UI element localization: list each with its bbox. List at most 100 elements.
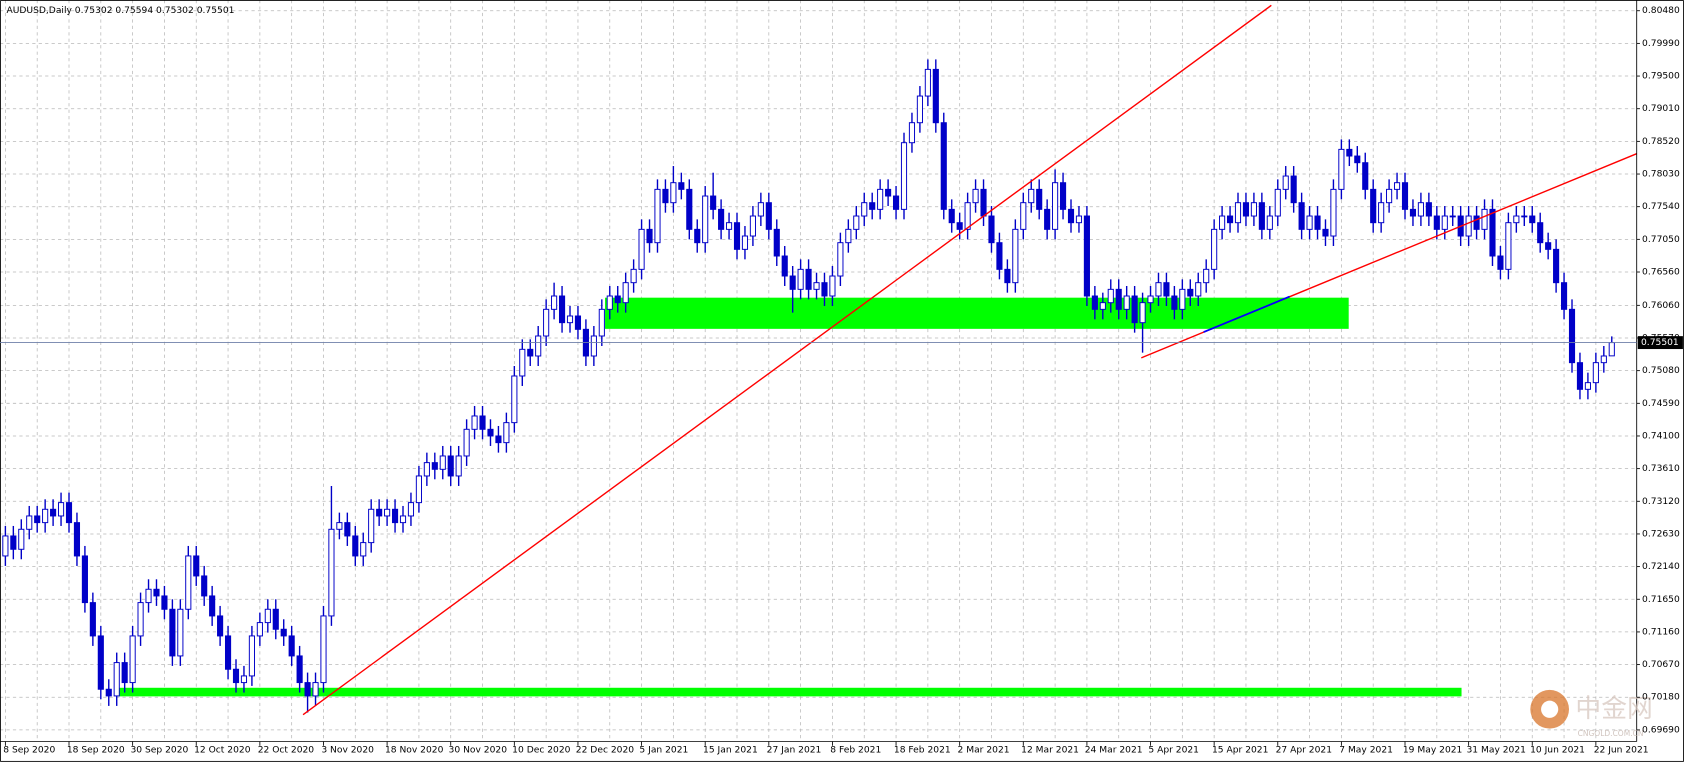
x-tick-label: 2 Mar 2021 bbox=[958, 746, 1010, 756]
candle-body bbox=[1234, 202, 1242, 224]
candle-body bbox=[447, 455, 454, 477]
x-tick-label: 30 Nov 2020 bbox=[449, 746, 508, 756]
trend-line bbox=[302, 4, 1272, 716]
candle-body bbox=[1059, 182, 1067, 210]
candle-body bbox=[781, 255, 788, 277]
candle-body bbox=[900, 142, 908, 210]
candle-body bbox=[749, 215, 756, 237]
candle-body bbox=[439, 455, 446, 470]
watermark: 中金网 CNGOLD.COM.CN bbox=[1530, 689, 1653, 738]
grid bbox=[0, 0, 1637, 742]
candle-body bbox=[1155, 282, 1162, 297]
candle-body bbox=[1441, 215, 1448, 230]
candle-body bbox=[1338, 148, 1345, 190]
x-tick-label: 24 Mar 2021 bbox=[1085, 746, 1143, 756]
candle-body bbox=[654, 188, 661, 244]
candle-body bbox=[1274, 188, 1281, 217]
candle-body bbox=[1521, 215, 1528, 218]
candle-body bbox=[646, 228, 653, 244]
candle-body bbox=[137, 602, 144, 637]
y-tick-label: 0.71160 bbox=[1642, 627, 1680, 637]
candle-body bbox=[1314, 215, 1321, 230]
y-tick-label: 0.78520 bbox=[1642, 137, 1680, 147]
candle-body bbox=[574, 315, 582, 330]
candle-body bbox=[956, 222, 963, 230]
x-tick-label: 19 May 2021 bbox=[1403, 746, 1463, 756]
candle-body bbox=[551, 295, 558, 310]
x-tick-label: 5 Apr 2021 bbox=[1148, 746, 1199, 756]
candle-body bbox=[121, 662, 128, 684]
candle-body bbox=[177, 608, 184, 657]
candle-body bbox=[829, 275, 836, 297]
candle-body bbox=[1608, 342, 1615, 357]
y-tick-label: 0.73120 bbox=[1642, 497, 1680, 507]
candle-body bbox=[1083, 215, 1090, 297]
candle-body bbox=[710, 195, 717, 210]
candle-body bbox=[1354, 155, 1361, 164]
support-line bbox=[118, 687, 1462, 697]
candle-body bbox=[10, 535, 17, 550]
candle-body bbox=[57, 502, 65, 517]
candle-body bbox=[296, 655, 303, 684]
candle-body bbox=[511, 375, 518, 424]
candle-body bbox=[312, 682, 319, 697]
candle-body bbox=[1545, 242, 1552, 250]
candle-body bbox=[662, 188, 669, 204]
x-tick-label: 10 Dec 2020 bbox=[512, 746, 570, 756]
candle-body bbox=[932, 68, 939, 124]
candle-body bbox=[519, 348, 526, 377]
y-tick-label: 0.75080 bbox=[1642, 366, 1680, 376]
candle-body bbox=[256, 622, 263, 637]
candle-body bbox=[368, 508, 375, 544]
candle-body bbox=[821, 282, 828, 297]
candle-body bbox=[1044, 208, 1051, 230]
candle-body bbox=[264, 608, 271, 624]
price-label-box bbox=[1637, 336, 1683, 350]
chart-title: AUDUSD,Daily 0.75302 0.75594 0.75302 0.7… bbox=[6, 6, 234, 16]
x-tick-label: 8 Feb 2021 bbox=[830, 746, 881, 756]
candle-body bbox=[741, 235, 749, 250]
candle-body bbox=[1553, 248, 1560, 284]
candle-body bbox=[423, 462, 430, 477]
x-tick-label: 30 Sep 2020 bbox=[130, 746, 188, 756]
candle-body bbox=[789, 275, 796, 290]
candle-body bbox=[407, 502, 415, 517]
candle-body bbox=[1266, 215, 1273, 230]
candle-body bbox=[535, 335, 542, 357]
candle-body bbox=[1250, 202, 1257, 217]
candle-body bbox=[861, 202, 868, 217]
candle-body bbox=[980, 188, 987, 217]
candle-body bbox=[1115, 288, 1122, 310]
candle-body bbox=[1091, 295, 1098, 310]
candle-body bbox=[1322, 228, 1329, 237]
candle-body bbox=[201, 575, 208, 597]
x-tick-label: 18 Sep 2020 bbox=[67, 746, 125, 756]
x-tick-label: 15 Jan 2021 bbox=[703, 746, 758, 756]
trend-lines bbox=[302, 4, 1637, 716]
price-label: 0.75501 bbox=[1641, 338, 1679, 348]
candle-body bbox=[1560, 282, 1568, 310]
candle-body bbox=[1433, 215, 1440, 230]
candle-body bbox=[1012, 228, 1019, 284]
candle-body bbox=[145, 588, 152, 604]
y-tick-label: 0.77050 bbox=[1642, 235, 1680, 245]
candle-body bbox=[336, 522, 343, 530]
candle-body bbox=[105, 688, 112, 697]
candle-body bbox=[558, 295, 566, 324]
candle-body bbox=[1497, 255, 1504, 270]
candle-body bbox=[97, 635, 104, 690]
candle-body bbox=[1131, 295, 1138, 324]
y-tick-label: 0.70180 bbox=[1642, 693, 1680, 703]
candle-body bbox=[1298, 202, 1305, 230]
candle-body bbox=[590, 335, 597, 357]
candle-body bbox=[1107, 288, 1114, 304]
candle-body bbox=[360, 542, 367, 557]
candle-body bbox=[1171, 295, 1178, 310]
candle-body bbox=[1481, 208, 1488, 230]
candle-body bbox=[320, 615, 327, 684]
x-tick-label: 12 Mar 2021 bbox=[1021, 746, 1079, 756]
candle-body bbox=[1203, 268, 1210, 284]
candle-body bbox=[885, 188, 892, 197]
candle-body bbox=[42, 508, 49, 524]
